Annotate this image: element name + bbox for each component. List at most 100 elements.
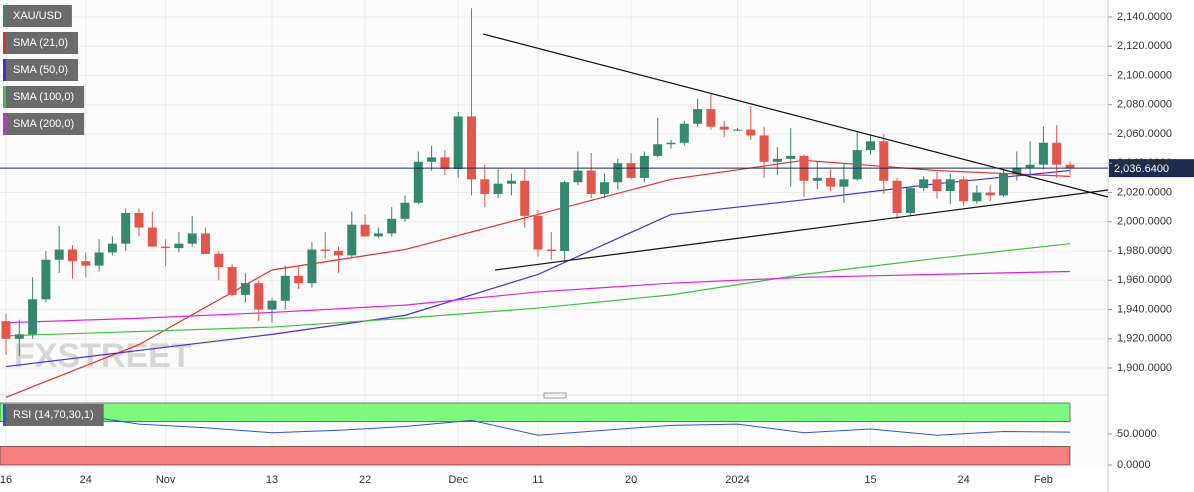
legend-box[interactable]: [3, 59, 79, 81]
candle-body: [1025, 164, 1035, 168]
candle-body: [1052, 142, 1062, 165]
candle-body: [959, 179, 969, 202]
y-tick-label: 2,000.0000: [1117, 216, 1172, 228]
candle-body: [413, 161, 423, 203]
candle-body: [666, 142, 676, 145]
candle-body: [440, 157, 450, 170]
candle-body: [772, 158, 782, 162]
legend-label: SMA (100,0): [13, 91, 74, 103]
x-tick-label: Dec: [448, 474, 468, 486]
y-tick-label: 0.0000: [1117, 459, 1151, 471]
legend-swatch: [3, 32, 6, 54]
y-tick-label: 50.0000: [1117, 428, 1157, 440]
candle-body: [1, 321, 11, 339]
legend-box[interactable]: [3, 32, 79, 54]
legend-box[interactable]: [3, 113, 85, 135]
candle-body: [94, 252, 104, 266]
candle-body: [839, 179, 849, 187]
rsi-line: [5, 408, 1071, 436]
legend-label: RSI (14,70,30,1): [13, 409, 94, 421]
watermark: FXSTREET: [14, 337, 192, 375]
x-tick-label: Feb: [1034, 474, 1053, 486]
y-tick-label: 2,120.0000: [1117, 40, 1172, 52]
candle-body: [294, 275, 304, 284]
candle-body: [746, 129, 756, 136]
candle-body: [546, 249, 556, 251]
candle-body: [280, 275, 290, 301]
candle-body: [400, 202, 410, 219]
candle-body: [320, 249, 330, 251]
y-tick-label: 2,140.0000: [1117, 11, 1172, 23]
last-price-label: 2,036.6400: [1114, 163, 1169, 175]
legend-box[interactable]: [3, 86, 85, 108]
x-tick-label: 22: [359, 474, 371, 486]
candle-body: [107, 243, 117, 253]
candle-body: [573, 170, 583, 183]
legend-label: SMA (200,0): [13, 118, 74, 130]
candle-body: [653, 144, 663, 156]
y-tick-label: 1,960.0000: [1117, 274, 1172, 286]
legend-label: XAU/USD: [13, 10, 62, 22]
y-tick-label: 2,020.0000: [1117, 186, 1172, 198]
x-tick-label: 24: [957, 474, 969, 486]
candle-body: [147, 227, 157, 247]
candle-body: [41, 259, 51, 300]
candle-body: [679, 123, 689, 143]
y-tick-label: 2,040.0000: [1117, 157, 1172, 169]
candle-body: [932, 179, 942, 192]
candle-body: [506, 180, 516, 184]
legend-label: SMA (21,0): [13, 37, 68, 49]
candle-body: [201, 233, 210, 254]
candle-body: [161, 246, 171, 249]
candle-body: [533, 215, 543, 250]
legend-swatch: [3, 113, 6, 135]
candle-body: [28, 299, 38, 335]
candle-body: [480, 179, 490, 194]
candle-body: [493, 183, 503, 194]
candle-body: [121, 212, 131, 244]
x-tick-label: 16: [0, 474, 12, 486]
legend-swatch: [3, 404, 6, 426]
candle-body: [719, 126, 729, 130]
y-tick-label: 1,940.0000: [1117, 303, 1172, 315]
x-tick-label: 20: [625, 474, 637, 486]
x-tick-label: 11: [532, 474, 543, 486]
y-tick-label: 2,080.0000: [1117, 99, 1172, 111]
candle-body: [812, 177, 822, 181]
candle-body: [254, 283, 264, 310]
candle-body: [866, 141, 875, 151]
candle-body: [1038, 142, 1048, 165]
candle-body: [81, 261, 91, 266]
legend-box[interactable]: [3, 404, 104, 426]
legend-box[interactable]: [3, 5, 72, 27]
candle-body: [626, 163, 636, 178]
divider-handle[interactable]: [543, 392, 567, 399]
candle-body: [467, 116, 476, 180]
candle-body: [852, 150, 862, 180]
y-tick-label: 1,980.0000: [1117, 245, 1172, 257]
candle-body: [999, 173, 1008, 196]
candle-body: [560, 182, 570, 251]
candle-body: [945, 179, 955, 192]
candle-body: [54, 249, 64, 260]
candle-body: [520, 180, 530, 216]
candle-body: [693, 109, 703, 124]
candle-body: [733, 129, 742, 131]
candle-body: [706, 109, 716, 127]
candle-body: [427, 157, 437, 162]
candle-body: [972, 192, 982, 202]
x-tick-label: Nov: [156, 474, 176, 486]
candle-body: [613, 163, 623, 183]
candle-body: [1065, 164, 1075, 169]
candle-body: [892, 180, 902, 213]
trendline: [482, 33, 1109, 198]
legend-label: SMA (50,0): [13, 64, 68, 76]
sma-line: [5, 243, 1071, 337]
candle-body: [68, 249, 77, 262]
candle-body: [347, 224, 357, 256]
candle-body: [759, 135, 769, 162]
overbought-zone: [0, 402, 1071, 422]
candle-body: [240, 283, 250, 295]
candle-body: [639, 155, 649, 178]
